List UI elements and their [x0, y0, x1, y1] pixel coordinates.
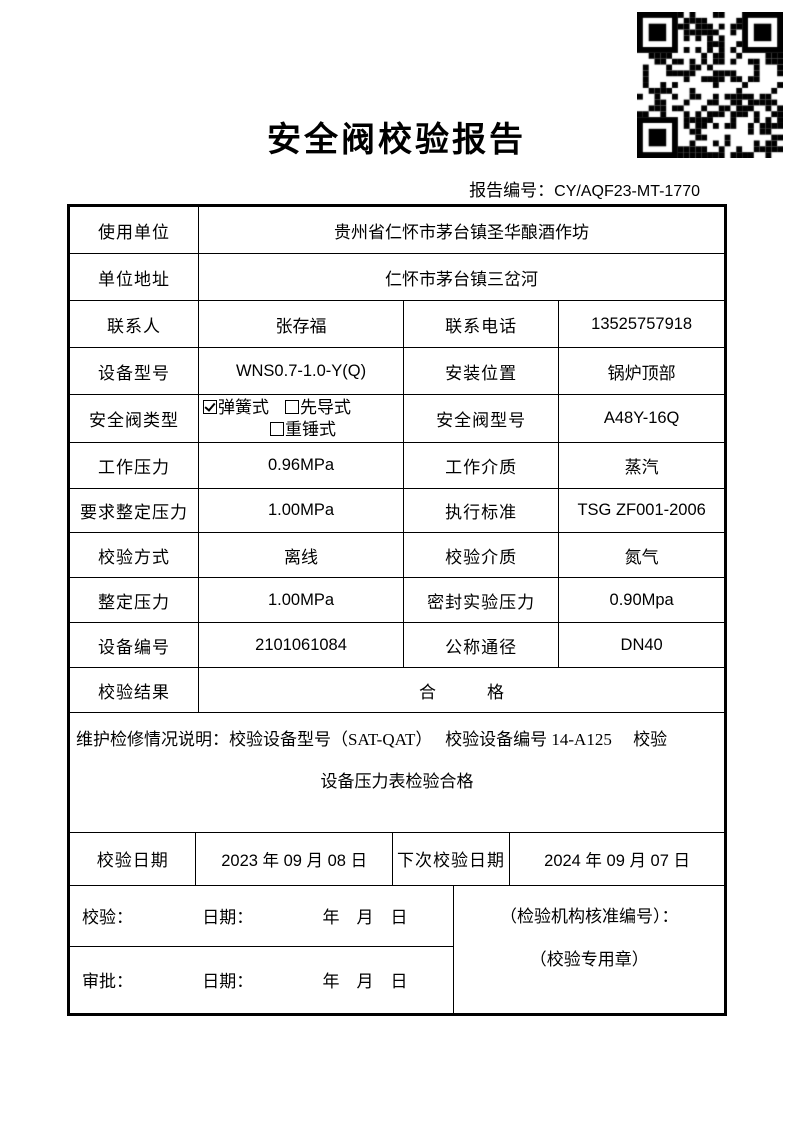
address-label: 单位地址: [68, 253, 200, 301]
work-pressure-label: 工作压力: [68, 442, 200, 489]
page-title: 安全阀校验报告: [267, 120, 526, 160]
maintenance-note-line1: 维护检修情况说明：校验设备型号（SAT-QAT） 校验设备编号 14-A125 …: [76, 730, 668, 749]
device-no-value: 2101061084: [198, 622, 405, 668]
table-row: 单位地址 仁怀市茅台镇三岔河: [68, 253, 725, 301]
contact-label: 联系人: [68, 300, 200, 348]
device-model-value: WNS0.7-1.0-Y(Q): [198, 347, 405, 395]
checkbox-pilot-label: 先导式: [300, 397, 352, 417]
contact-value: 张存福: [198, 300, 405, 348]
org-approval-no: （检验机构核准编号）：: [499, 906, 679, 926]
checkbox-weight-label: 重锤式: [285, 419, 337, 439]
company-value: 贵州省仁怀市茅台镇圣华酿酒作坊: [198, 206, 725, 254]
diameter-label: 公称通径: [403, 622, 560, 668]
set-pressure-label: 整定压力: [68, 577, 200, 623]
phone-label: 联系电话: [403, 300, 560, 348]
checkbox-weight-icon: [270, 421, 285, 436]
checkbox-pilot-icon: [285, 399, 300, 414]
maintenance-note: 维护检修情况说明：校验设备型号（SAT-QAT） 校验设备编号 14-A125 …: [69, 712, 725, 833]
table-row: 维护检修情况说明：校验设备型号（SAT-QAT） 校验设备编号 14-A125 …: [69, 712, 725, 833]
table-row: 设备型号 WNS0.7-1.0-Y(Q) 安装位置 锅炉顶部: [68, 347, 725, 395]
valve-type-label: 安全阀类型: [68, 394, 200, 443]
main-table: 使用单位 贵州省仁怀市茅台镇圣华酿酒作坊 单位地址 仁怀市茅台镇三岔河 联系人 …: [68, 206, 725, 833]
approver-sign-cell: 审批： 日期： 年 月 日: [68, 946, 455, 1014]
address-value: 仁怀市茅台镇三岔河: [198, 253, 725, 301]
install-pos-value: 锅炉顶部: [558, 347, 725, 395]
table-row: 整定压力 1.00MPa 密封实验压力 0.90Mpa: [68, 577, 725, 623]
seal-pressure-label: 密封实验压力: [403, 577, 560, 623]
verifier-sign-cell: 校验： 日期： 年 月 日: [68, 885, 455, 947]
approver-ymd: 年 月 日: [322, 972, 408, 991]
report-number: 报告编号：CY/AQF23-MT-1770: [469, 176, 700, 201]
phone-value: 13525757918: [558, 300, 725, 348]
verifier-ymd: 年 月 日: [322, 908, 408, 927]
checkbox-spring-icon: [203, 399, 218, 414]
install-pos-label: 安装位置: [403, 347, 560, 395]
approver-date-label: 日期：: [202, 972, 254, 991]
valve-type-options: 弹簧式 先导式 重锤式: [198, 394, 405, 443]
result-label: 校验结果: [68, 667, 200, 713]
report-number-value: CY/AQF23-MT-1770: [554, 183, 700, 200]
cal-medium-value: 氮气: [558, 532, 725, 578]
verifier-label: 校验：: [82, 908, 133, 927]
org-stamp-label: （校验专用章）: [529, 949, 649, 969]
table-row: 校验日期 2023 年 09 月 08 日 下次校验日期 2024 年 09 月…: [68, 833, 725, 886]
next-date-value: 2024 年 09 月 07 日: [509, 833, 725, 886]
work-medium-label: 工作介质: [403, 442, 560, 489]
valve-model-value: A48Y-16Q: [558, 394, 725, 443]
set-pressure-value: 1.00MPa: [198, 577, 405, 623]
req-pressure-value: 1.00MPa: [198, 488, 405, 533]
next-date-label: 下次校验日期: [391, 833, 511, 886]
checkbox-spring-label: 弹簧式: [218, 397, 270, 417]
table-row: 要求整定压力 1.00MPa 执行标准 TSG ZF001-2006: [68, 488, 725, 533]
maintenance-note-line2: 设备压力表检验合格: [320, 772, 474, 791]
table-row: 安全阀类型 弹簧式 先导式 重锤式 安全阀型号 A48Y-16Q: [68, 394, 725, 443]
table-row: 设备编号 2101061084 公称通径 DN40: [68, 622, 725, 668]
method-value: 离线: [198, 532, 405, 578]
report-table: 使用单位 贵州省仁怀市茅台镇圣华酿酒作坊 单位地址 仁怀市茅台镇三岔河 联系人 …: [67, 204, 727, 1016]
report-number-label: 报告编号：: [469, 181, 555, 200]
standard-label: 执行标准: [403, 488, 560, 533]
seal-pressure-value: 0.90Mpa: [558, 577, 725, 623]
req-pressure-label: 要求整定压力: [68, 488, 200, 533]
valve-model-label: 安全阀型号: [403, 394, 560, 443]
device-model-label: 设备型号: [68, 347, 200, 395]
company-label: 使用单位: [68, 206, 200, 254]
table-row: 审批： 日期： 年 月 日: [68, 946, 725, 1014]
device-no-label: 设备编号: [68, 622, 200, 668]
work-medium-value: 蒸汽: [558, 442, 725, 489]
table-row: 校验方式 离线 校验介质 氮气: [68, 532, 725, 578]
result-value: 合 格: [198, 667, 725, 713]
table-row: 工作压力 0.96MPa 工作介质 蒸汽: [68, 442, 725, 489]
diameter-value: DN40: [558, 622, 725, 668]
standard-value: TSG ZF001-2006: [558, 488, 725, 533]
cal-date-value: 2023 年 09 月 08 日: [195, 833, 393, 886]
qr-code: [637, 12, 783, 158]
table-row: 校验： 日期： 年 月 日 （检验机构核准编号）： （校验专用章）: [68, 885, 725, 1014]
work-pressure-value: 0.96MPa: [198, 442, 405, 489]
date-table: 校验日期 2023 年 09 月 08 日 下次校验日期 2024 年 09 月…: [68, 833, 725, 886]
table-row: 联系人 张存福 联系电话 13525757918: [68, 300, 725, 348]
method-label: 校验方式: [68, 532, 200, 578]
table-row: 使用单位 贵州省仁怀市茅台镇圣华酿酒作坊: [68, 206, 725, 254]
org-stamp-cell: （检验机构核准编号）： （校验专用章）: [453, 885, 725, 1014]
verifier-date-label: 日期：: [202, 908, 254, 927]
cal-medium-label: 校验介质: [403, 532, 560, 578]
signature-table: 校验： 日期： 年 月 日 （检验机构核准编号）： （校验专用章） 审批： 日期…: [68, 885, 725, 1014]
table-row: 校验结果 合 格: [68, 667, 725, 713]
approver-label: 审批：: [82, 972, 133, 991]
cal-date-label: 校验日期: [68, 833, 197, 886]
